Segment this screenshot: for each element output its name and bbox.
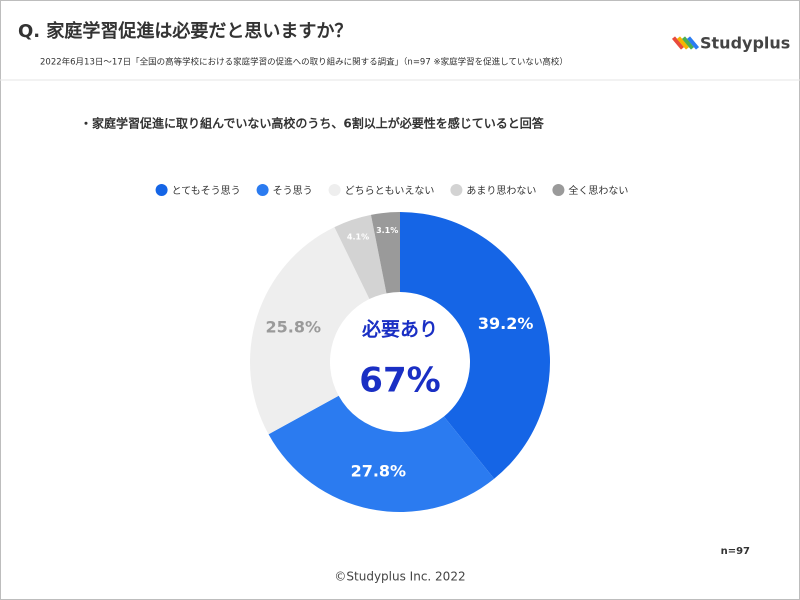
donut-slice [250, 227, 370, 435]
legend-label: 全く思わない [568, 184, 628, 197]
slice-label: 4.1% [347, 232, 369, 241]
slice-label: 27.8% [351, 461, 407, 480]
sample-note: n=97 [721, 546, 750, 557]
legend-marker [256, 184, 269, 196]
center-value: 67% [359, 361, 440, 401]
logo-icon [671, 36, 700, 50]
legend-label: どちらともいえない [345, 185, 435, 197]
footer: ©Studyplus Inc. 2022 [334, 570, 465, 584]
donut-slice [370, 212, 400, 294]
subtitle: 2022年6月13日〜17日「全国の高等学校における家庭学習の促進への取り組みに… [40, 57, 568, 68]
center-label: 必要あり [361, 318, 438, 341]
donut-slice [334, 214, 387, 300]
legend-label: そう思う [273, 185, 313, 197]
donut-slice [400, 212, 551, 479]
slice-label: 25.8% [266, 318, 322, 337]
headline: ・家庭学習促進に取り組んでいない高校のうち、6割以上が必要性を感じていると回答 [80, 116, 545, 131]
legend-marker [450, 184, 463, 196]
legend-marker [328, 184, 341, 196]
title: Q. 家庭学習促進は必要だと思いますか？ [18, 20, 352, 42]
legend-label: とてもそう思う [172, 185, 241, 197]
legend-marker [552, 184, 565, 196]
legend-label: あまり思わない [466, 185, 536, 197]
slice-label: 3.1% [376, 226, 398, 235]
logo-text: Studyplus [700, 34, 790, 53]
donut-slice [268, 395, 495, 512]
slice-label: 39.2% [478, 314, 534, 333]
legend-marker [155, 184, 168, 196]
